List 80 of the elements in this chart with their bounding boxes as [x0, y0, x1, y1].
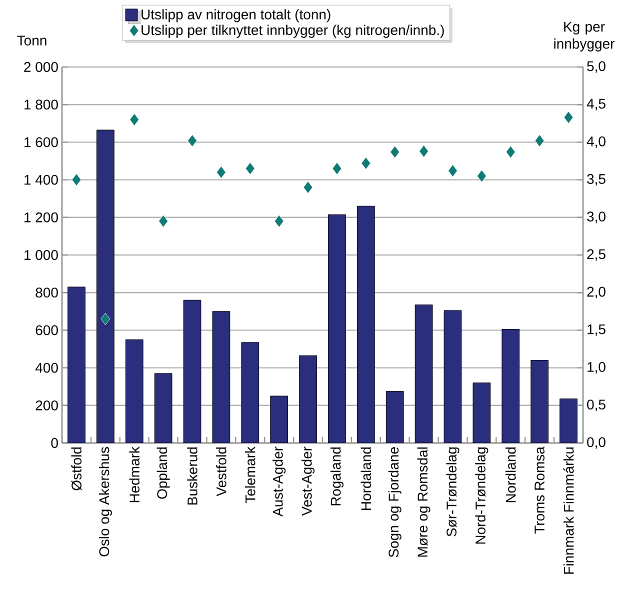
- point: [506, 146, 516, 158]
- x-tick-label: Østfold: [71, 447, 82, 490]
- y-axis-title: Tonn: [17, 36, 46, 46]
- y-tick-label: 200: [36, 400, 58, 410]
- bar: [270, 396, 288, 443]
- bar: [241, 342, 260, 443]
- point: [390, 146, 400, 158]
- y-tick-label: 1 400: [24, 174, 58, 185]
- bar: [560, 398, 578, 443]
- y2-tick-label: 1,5: [588, 324, 606, 336]
- point: [188, 134, 197, 147]
- x-tick-label: Troms Romsa: [534, 446, 544, 534]
- point: [158, 214, 168, 228]
- x-tick-label: Hedmark: [129, 446, 140, 502]
- x-tick-label: Rogaland: [330, 447, 344, 506]
- y-tick-label: 1 600: [24, 137, 58, 148]
- bar: [414, 304, 433, 443]
- x-tick-label: Finnmark Finnmárku: [563, 447, 574, 574]
- point: [303, 181, 313, 194]
- bar: [356, 206, 375, 443]
- x-tick-label: Sør-Trøndelag: [446, 447, 460, 536]
- y2-tick-label: 3,5: [587, 174, 606, 186]
- bar: [154, 373, 172, 443]
- y-tick-label: 0: [51, 438, 58, 448]
- y2-tick-label: 4,5: [586, 98, 606, 110]
- x-tick-label: Nord-Trøndelag: [475, 447, 488, 544]
- x-tick-label: Buskerud: [187, 447, 198, 505]
- bar: [96, 130, 114, 443]
- y-tick-label: 1 800: [24, 100, 58, 110]
- point: [564, 111, 574, 124]
- y2-tick-label: 1,0: [588, 362, 606, 374]
- y2-tick-label: 2,5: [587, 249, 606, 261]
- x-tick-label: Aust-Agder: [272, 446, 286, 517]
- y-tick-label: 400: [35, 362, 58, 373]
- y-tick-label: 1 200: [24, 212, 58, 222]
- bar: [444, 310, 462, 443]
- y2-tick-label: 0,5: [587, 400, 606, 412]
- bar: [530, 360, 549, 443]
- point: [534, 134, 544, 147]
- x-tick-label: Vest-Agder: [302, 446, 315, 516]
- point: [448, 164, 458, 177]
- point: [72, 174, 82, 186]
- bar: [299, 355, 317, 443]
- point: [361, 157, 371, 170]
- y2-tick-label: 3,0: [587, 212, 606, 224]
- point: [245, 162, 255, 175]
- x-tick-label: Vestfold: [216, 447, 226, 496]
- y-tick-label: 800: [36, 288, 58, 298]
- point: [332, 162, 342, 175]
- bar: [183, 300, 202, 443]
- x-tick-label: Sogn og Fjordane: [388, 447, 402, 558]
- y2-axis-title: Kg per innbygger: [554, 22, 615, 52]
- point: [100, 312, 110, 326]
- legend-label: Utslipp per tilknyttet innbygger (kg nitrogen/innb.): [142, 24, 444, 38]
- point: [419, 145, 429, 158]
- y2-tick-label: 5,0: [587, 61, 606, 73]
- y2-tick-label: 0,0: [587, 437, 606, 449]
- point: [130, 113, 140, 126]
- y-tick-label: 2 000: [24, 62, 58, 72]
- x-tick-label: Oppland: [156, 447, 170, 499]
- x-tick-label: Nordland: [506, 447, 516, 502]
- y-tick-label: 600: [36, 325, 58, 336]
- bar: [386, 391, 404, 443]
- point: [477, 170, 486, 182]
- x-tick-label: Møre og Romsdal: [417, 447, 430, 557]
- x-tick-label: Hordaland: [360, 447, 372, 510]
- legend-label: Utslipp av nitrogen totalt (tonn): [142, 9, 330, 22]
- bar: [502, 329, 520, 443]
- y-tick-label: 1 000: [24, 250, 58, 260]
- point: [274, 214, 284, 228]
- x-tick-label: Telemark: [245, 446, 256, 503]
- bar: [472, 382, 491, 443]
- bar: [212, 311, 230, 443]
- point: [216, 166, 226, 178]
- x-tick-label: Oslo og Akershus: [98, 447, 112, 556]
- bar: [68, 286, 86, 443]
- y2-tick-label: 2,0: [587, 286, 606, 298]
- bar: [328, 214, 346, 443]
- bar: [125, 339, 144, 443]
- y2-tick-label: 4,0: [586, 136, 606, 148]
